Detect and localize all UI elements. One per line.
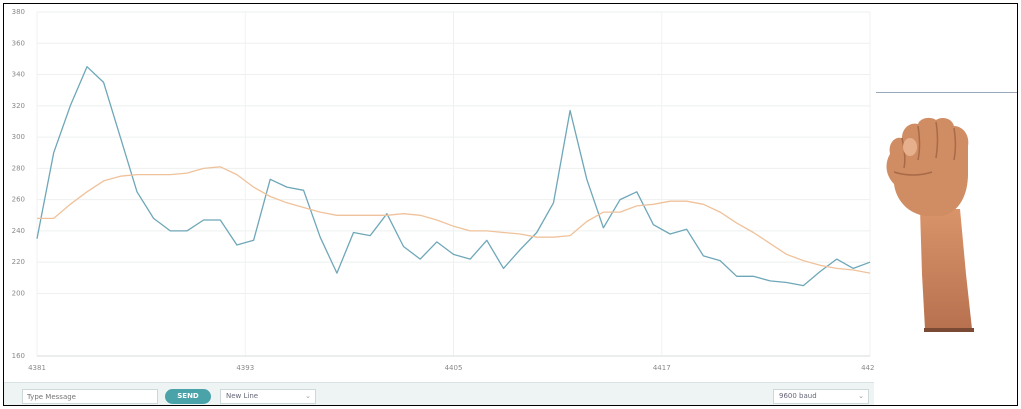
divider-line (876, 92, 1017, 93)
raised-fist-icon (886, 117, 974, 332)
y-tick-label: 300 (12, 133, 25, 141)
line-ending-value: New Line (226, 392, 259, 400)
chevron-down-icon: ⌄ (305, 392, 311, 400)
app-window: 160 200 220 240 260 280 300 320 340 360 380 4381 439… (3, 3, 1018, 406)
x-tick-label: 4429 (861, 364, 874, 372)
baud-rate-value: 9600 baud (779, 392, 817, 400)
baud-rate-select[interactable]: 9600 baud ⌄ (773, 389, 869, 404)
x-tick-label: 4381 (28, 364, 46, 372)
y-tick-label: 340 (12, 71, 25, 79)
series-line-2 (37, 166, 871, 274)
y-tick-label: 280 (12, 164, 25, 172)
y-tick-label: 240 (12, 227, 25, 235)
y-tick-label: 380 (12, 8, 25, 16)
line-ending-select[interactable]: New Line ⌄ (220, 389, 316, 404)
bottom-toolbar: SEND New Line ⌄ 9600 baud ⌄ (4, 382, 874, 405)
line-chart: 160 200 220 240 260 280 300 320 340 360 380 4381 439… (12, 8, 874, 372)
y-tick-label: 220 (12, 258, 25, 266)
x-tick-label: 4393 (236, 364, 254, 372)
series-line-1 (36, 66, 871, 287)
send-button[interactable]: SEND (165, 389, 211, 404)
x-tick-label: 4417 (653, 364, 671, 372)
y-tick-label: 160 (12, 352, 25, 360)
chevron-down-icon: ⌄ (858, 392, 864, 400)
y-tick-label: 360 (12, 39, 25, 47)
x-tick-label: 4405 (445, 364, 463, 372)
y-tick-label: 200 (12, 289, 25, 297)
message-input[interactable] (22, 389, 158, 404)
y-tick-label: 320 (12, 102, 25, 110)
y-tick-label: 260 (12, 196, 25, 204)
serial-plotter: 160 200 220 240 260 280 300 320 340 360 380 4381 439… (4, 4, 874, 382)
